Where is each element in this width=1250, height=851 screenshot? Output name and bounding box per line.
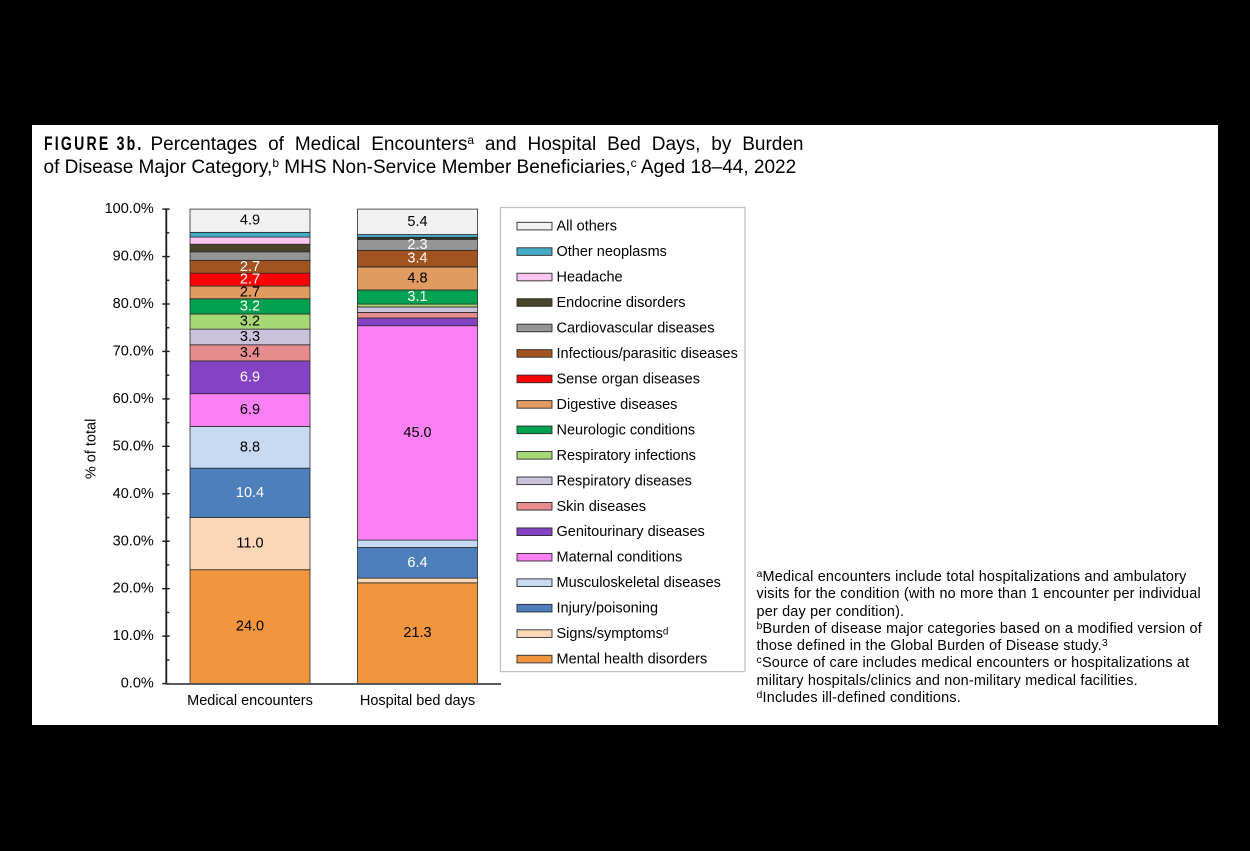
svg-text:Infectious/parasitic diseases: Infectious/parasitic diseases bbox=[557, 346, 738, 362]
svg-text:10.4: 10.4 bbox=[236, 485, 264, 501]
svg-text:Musculoskeletal diseases: Musculoskeletal diseases bbox=[557, 575, 721, 591]
svg-text:90.0%: 90.0% bbox=[113, 249, 154, 265]
svg-text:Hospital bed days: Hospital bed days bbox=[360, 693, 475, 709]
svg-text:Maternal conditions: Maternal conditions bbox=[557, 550, 683, 566]
svg-text:30.0%: 30.0% bbox=[113, 533, 154, 549]
svg-text:Medical encounters: Medical encounters bbox=[187, 693, 313, 709]
svg-text:70.0%: 70.0% bbox=[113, 343, 154, 359]
svg-text:10.0%: 10.0% bbox=[113, 628, 154, 644]
svg-text:21.3: 21.3 bbox=[403, 625, 431, 641]
svg-text:6.9: 6.9 bbox=[240, 369, 260, 385]
svg-text:Other neoplasms: Other neoplasms bbox=[557, 244, 667, 260]
svg-text:24.0: 24.0 bbox=[236, 619, 264, 635]
svg-text:45.0: 45.0 bbox=[403, 425, 431, 441]
svg-text:Signs/symptomsᵈ: Signs/symptomsᵈ bbox=[557, 626, 669, 642]
svg-text:3.4: 3.4 bbox=[240, 345, 260, 361]
svg-text:Neurologic conditions: Neurologic conditions bbox=[557, 422, 696, 438]
svg-text:3.4: 3.4 bbox=[407, 251, 427, 267]
svg-text:3.3: 3.3 bbox=[240, 329, 260, 345]
svg-text:0.0%: 0.0% bbox=[121, 676, 154, 692]
svg-text:Skin diseases: Skin diseases bbox=[557, 499, 646, 515]
svg-text:Cardiovascular diseases: Cardiovascular diseases bbox=[557, 320, 715, 336]
svg-text:Respiratory diseases: Respiratory diseases bbox=[557, 473, 692, 489]
svg-text:% of total: % of total bbox=[84, 419, 100, 479]
svg-text:Digestive diseases: Digestive diseases bbox=[557, 397, 678, 413]
svg-text:80.0%: 80.0% bbox=[113, 296, 154, 312]
svg-text:Headache: Headache bbox=[557, 270, 623, 286]
svg-text:40.0%: 40.0% bbox=[113, 486, 154, 502]
svg-text:4.9: 4.9 bbox=[240, 213, 260, 229]
svg-text:60.0%: 60.0% bbox=[113, 391, 154, 407]
svg-text:6.9: 6.9 bbox=[240, 402, 260, 418]
svg-text:3.1: 3.1 bbox=[407, 289, 427, 305]
svg-text:All others: All others bbox=[557, 219, 617, 235]
svg-text:50.0%: 50.0% bbox=[113, 438, 154, 454]
svg-text:20.0%: 20.0% bbox=[113, 581, 154, 597]
svg-text:Sense organ diseases: Sense organ diseases bbox=[557, 371, 701, 387]
svg-text:2.7: 2.7 bbox=[240, 272, 260, 288]
svg-text:8.8: 8.8 bbox=[240, 439, 260, 455]
svg-text:2.7: 2.7 bbox=[240, 259, 260, 275]
svg-text:3.2: 3.2 bbox=[240, 298, 260, 314]
svg-text:2.7: 2.7 bbox=[240, 284, 260, 300]
svg-text:5.4: 5.4 bbox=[407, 214, 427, 230]
svg-text:4.8: 4.8 bbox=[407, 270, 427, 286]
svg-text:2.3: 2.3 bbox=[407, 237, 427, 253]
svg-text:Endocrine disorders: Endocrine disorders bbox=[557, 295, 686, 311]
svg-text:3.2: 3.2 bbox=[240, 314, 260, 330]
svg-text:Injury/poisoning: Injury/poisoning bbox=[557, 601, 659, 617]
svg-text:Respiratory infections: Respiratory infections bbox=[557, 448, 696, 464]
svg-text:6.4: 6.4 bbox=[407, 555, 427, 571]
svg-text:Mental health disorders: Mental health disorders bbox=[557, 652, 708, 668]
svg-text:100.0%: 100.0% bbox=[105, 201, 154, 217]
svg-text:11.0: 11.0 bbox=[236, 536, 263, 552]
svg-text:Genitourinary diseases: Genitourinary diseases bbox=[557, 524, 705, 540]
